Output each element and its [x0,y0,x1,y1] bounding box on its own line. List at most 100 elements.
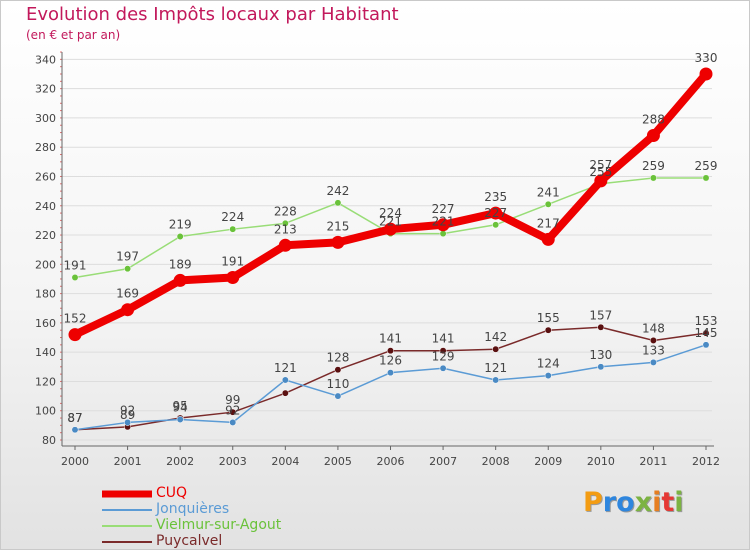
y-tick-label: 280 [35,141,56,154]
data-point-puycalvel [387,347,394,355]
data-point-jonquieres [702,341,710,349]
data-label-jonquieres: 92 [225,403,240,417]
data-point-cuq [646,128,660,142]
data-label-vielmur-sur-agout: 221 [379,215,402,229]
x-tick-label: 2009 [534,455,562,468]
data-label-puycalvel: 155 [537,311,560,325]
x-tick-label: 2003 [219,455,247,468]
y-tick-label: 140 [35,346,56,359]
legend-label-vielmur: Vielmur-sur-Agout [156,517,282,533]
legend-label-puycalvel: Puycalvel [156,533,223,549]
data-point-jonquieres [649,358,657,366]
legend-swatch-jonquieres [102,509,152,511]
legend-label-jonquieres: Jonquières [156,501,230,517]
data-label-cuq: 189 [169,257,192,271]
data-label-cuq: 257 [589,158,612,172]
data-label-cuq: 330 [695,51,718,65]
data-label-vielmur-sur-agout: 259 [642,159,665,173]
data-point-vielmur-sur-agout [229,225,237,233]
data-point-vielmur-sur-agout [176,233,184,240]
data-label-vielmur-sur-agout: 242 [326,184,349,198]
y-tick-label: 260 [35,170,56,183]
data-label-puycalvel: 95 [173,399,188,413]
data-point-jonquieres [597,363,605,371]
data-label-puycalvel: 141 [379,332,402,346]
data-point-jonquieres [492,376,500,384]
x-tick-label: 2002 [166,455,194,468]
data-point-cuq [173,273,187,287]
data-label-puycalvel: 99 [225,393,240,407]
data-label-jonquieres: 126 [379,354,402,368]
data-label-cuq: 191 [221,254,244,268]
data-label-cuq: 169 [116,287,139,301]
data-point-puycalvel [597,323,605,331]
proxiti-logo: Proxiti [583,487,684,518]
data-point-vielmur-sur-agout [649,174,657,182]
data-point-vielmur-sur-agout [544,200,552,208]
logo-letter: i [652,487,662,518]
data-point-puycalvel [492,345,500,353]
x-tick-label: 2007 [429,455,457,468]
data-label-puycalvel: 142 [484,330,507,344]
data-label-jonquieres: 121 [484,361,507,375]
data-point-jonquieres [71,426,79,434]
series-line-cuq [71,70,710,339]
logo-letter: x [634,487,653,518]
data-point-jonquieres [176,416,184,423]
data-label-puycalvel: 87 [67,411,82,425]
data-point-vielmur-sur-agout [492,221,500,229]
data-point-jonquieres [439,364,447,372]
logo-letter: r [602,487,617,518]
y-tick-label: 160 [35,317,56,330]
logo-letter: o [616,487,635,518]
data-label-vielmur-sur-agout: 259 [695,159,718,173]
data-point-cuq [68,328,82,342]
data-point-vielmur-sur-agout [439,230,447,238]
data-label-puycalvel: 89 [120,408,135,422]
data-label-jonquieres: 110 [326,377,349,391]
data-label-jonquieres: 94 [173,401,188,415]
data-point-vielmur-sur-agout [71,274,79,281]
data-label-puycalvel: 153 [695,314,718,328]
data-point-cuq [699,67,713,81]
data-label-vielmur-sur-agout: 227 [484,206,507,220]
data-label-jonquieres: 87 [67,411,82,425]
data-label-puycalvel: 148 [642,321,665,335]
series-layer [68,67,713,434]
x-tick-label: 2011 [639,455,667,468]
data-point-vielmur-sur-agout [702,174,710,182]
y-tick-label: 320 [35,83,56,96]
legend-swatch-cuq [102,490,152,498]
data-label-cuq: 288 [642,112,665,126]
data-label-vielmur-sur-agout: 221 [432,215,455,229]
x-tick-label: 2006 [377,455,405,468]
data-label-vielmur-sur-agout: 255 [589,165,612,179]
data-label-jonquieres: 92 [120,403,135,417]
y-tick-label: 120 [35,375,56,388]
y-tick-label: 100 [35,405,56,418]
data-label-puycalvel: 157 [589,308,612,322]
x-tick-label: 2000 [61,455,89,468]
data-label-cuq: 217 [537,216,560,230]
x-tick-label: 2004 [271,455,299,468]
y-tick-label: 180 [35,288,56,301]
data-point-cuq [226,270,240,284]
legend-swatch-puycalvel [102,541,152,543]
data-label-jonquieres: 124 [537,357,560,371]
data-point-vielmur-sur-agout [334,199,342,207]
data-label-jonquieres: 130 [589,348,612,362]
logo-letter: P [583,487,603,518]
y-tick-label: 80 [42,434,56,447]
y-tick-label: 340 [35,53,56,66]
data-point-vielmur-sur-agout [281,219,289,227]
data-point-puycalvel [439,347,447,355]
data-label-jonquieres: 129 [432,349,455,363]
data-point-cuq [541,232,555,246]
data-point-cuq [489,206,503,220]
logo-letter: t [661,487,675,518]
x-tick-label: 2012 [692,455,720,468]
data-label-cuq: 224 [379,206,402,220]
data-label-vielmur-sur-agout: 219 [169,218,192,232]
